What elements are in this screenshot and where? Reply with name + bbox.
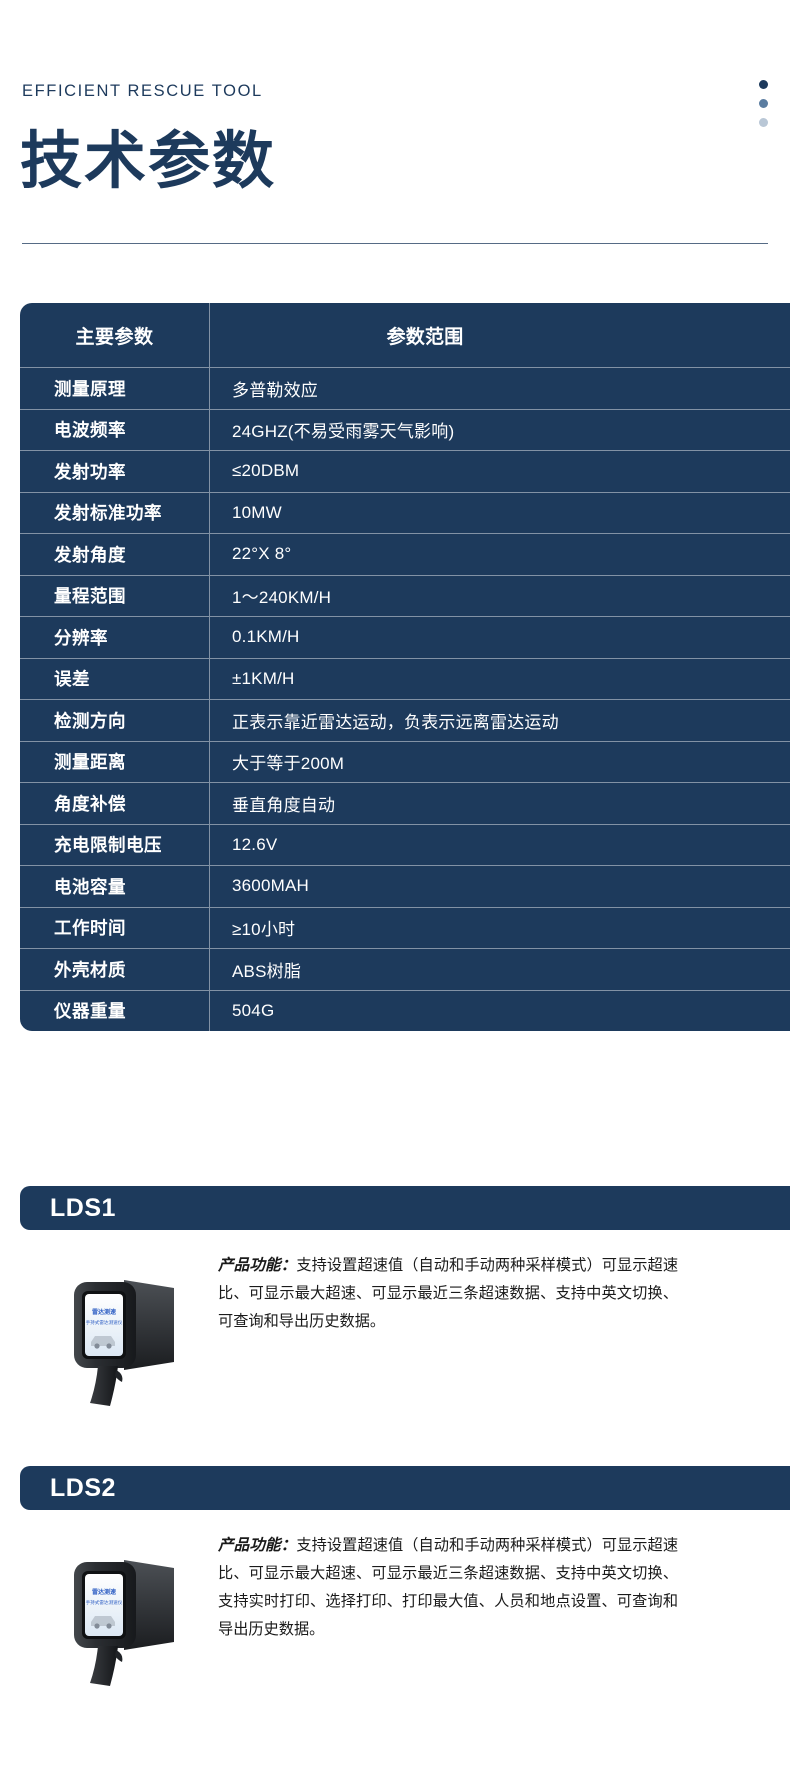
device-screen-line1-lds1: 雷达测速 — [92, 1308, 116, 1316]
table-row: 发射功率 ≤20DBM — [20, 450, 790, 492]
table-row: 误差 ±1KM/H — [20, 657, 790, 699]
spec-key: 仪器重量 — [20, 990, 210, 1031]
product-name-lds1: LDS1 — [50, 1193, 116, 1222]
spec-key: 测量原理 — [20, 368, 210, 409]
desc-text-lds2: 支持设置超速值（自动和手动两种采样模式）可显示超速比、可显示最大超速、可显示最近… — [218, 1537, 679, 1638]
table-row: 工作时间 ≥10小时 — [20, 906, 790, 948]
table-row: 测量距离 大于等于200M — [20, 740, 790, 782]
decorative-dots — [759, 80, 768, 127]
spec-value: 1～240KM/H — [232, 588, 332, 608]
table-row: 电池容量 3600MAH — [20, 865, 790, 907]
spec-value: 10MW — [232, 502, 282, 522]
dot-indicator-3 — [759, 118, 768, 127]
spec-value: 0.1KM/H — [232, 627, 300, 647]
header-divider — [22, 243, 768, 244]
spec-key: 电池容量 — [20, 866, 210, 907]
page-eyebrow: EFFICIENT RESCUE TOOL — [22, 82, 263, 100]
table-row: 测量原理 多普勒效应 — [20, 367, 790, 409]
spec-value: 24GHZ(不易受雨雾天气影响) — [232, 422, 455, 442]
table-row: 外壳材质 ABS树脂 — [20, 948, 790, 990]
spec-value: 大于等于200M — [232, 754, 345, 774]
spec-key: 电波频率 — [20, 409, 210, 450]
spec-value: 22°X 8° — [232, 544, 292, 564]
spec-key: 角度补偿 — [20, 783, 210, 824]
table-row: 发射角度 22°X 8° — [20, 533, 790, 575]
spec-value: 垂直角度自动 — [232, 795, 336, 815]
spec-value: 504G — [232, 1000, 275, 1020]
product-banner-lds2: LDS2 — [20, 1466, 790, 1510]
radar-gun-image-lds1: 雷达测速 手持式雷达测速仪 — [52, 1258, 202, 1408]
table-row: 分辨率 0.1KM/H — [20, 616, 790, 658]
spec-key: 检测方向 — [20, 700, 210, 741]
spec-value: ±1KM/H — [232, 668, 295, 688]
spec-key: 发射功率 — [20, 451, 210, 492]
specification-table: 主要参数 参数范围 测量原理 多普勒效应电波频率 24GHZ(不易受雨雾天气影响) 发… — [20, 303, 790, 1031]
desc-label-lds2: 产品功能： — [218, 1537, 297, 1554]
page-title: 技术参数 — [20, 127, 277, 196]
device-screen-line1-lds2: 雷达测速 — [92, 1588, 116, 1596]
desc-label-lds1: 产品功能： — [218, 1257, 297, 1274]
page-header: EFFICIENT RESCUE TOOL 技术参数 — [0, 0, 790, 250]
spec-value: 正表示靠近雷达运动，负表示远离雷达运动 — [232, 712, 559, 732]
spec-key: 分辨率 — [20, 617, 210, 658]
spec-key: 工作时间 — [20, 907, 210, 948]
spec-key: 测量距离 — [20, 741, 210, 782]
product-description-lds2: 产品功能：支持设置超速值（自动和手动两种采样模式）可显示超速比、可显示最大超速、… — [218, 1532, 678, 1643]
spec-value: 12.6V — [232, 834, 278, 854]
radar-gun-image-lds2: 雷达测速 手持式雷达测速仪 — [52, 1538, 202, 1688]
table-row: 检测方向 正表示靠近雷达运动，负表示远离雷达运动 — [20, 699, 790, 741]
table-row: 量程范围 1～240KM/H — [20, 574, 790, 616]
device-screen-line2-lds1: 手持式雷达测速仪 — [86, 1319, 123, 1326]
product-section-lds2: 雷达测速 手持式雷达测速仪 产品功能：支持设置超速值（自动和手动两种采样模式）可… — [0, 1532, 790, 1732]
spec-key: 误差 — [20, 658, 210, 699]
table-header-row: 主要参数 参数范围 — [20, 303, 790, 367]
spec-key: 充电限制电压 — [20, 824, 210, 865]
spec-key: 量程范围 — [20, 575, 210, 616]
table-row: 角度补偿 垂直角度自动 — [20, 782, 790, 824]
spec-key: 发射标准功率 — [20, 492, 210, 533]
column-header-range: 参数范围 — [386, 326, 464, 348]
spec-value: 3600MAH — [232, 876, 309, 896]
spec-value: ≥10小时 — [232, 920, 296, 940]
spec-value: 多普勒效应 — [232, 380, 318, 400]
table-row: 电波频率 24GHZ(不易受雨雾天气影响) — [20, 408, 790, 450]
spec-key: 外壳材质 — [20, 949, 210, 990]
desc-text-lds1: 支持设置超速值（自动和手动两种采样模式）可显示超速比、可显示最大超速、可显示最近… — [218, 1257, 679, 1331]
device-screen-line2-lds2: 手持式雷达测速仪 — [86, 1599, 123, 1606]
table-row: 发射标准功率 10MW — [20, 491, 790, 533]
table-row: 充电限制电压 12.6V — [20, 823, 790, 865]
spec-value: ≤20DBM — [232, 461, 300, 481]
dot-indicator-1 — [759, 80, 768, 89]
table-row: 仪器重量 504G — [20, 989, 790, 1031]
product-description-lds1: 产品功能：支持设置超速值（自动和手动两种采样模式）可显示超速比、可显示最大超速、… — [218, 1252, 678, 1336]
spec-value: ABS树脂 — [232, 961, 302, 981]
product-name-lds2: LDS2 — [50, 1473, 116, 1502]
product-banner-lds1: LDS1 — [20, 1186, 790, 1230]
product-section-lds1: 雷达测速 手持式雷达测速仪 产品功能：支持设置超速值（自动和手动两种采样模式）可… — [0, 1252, 790, 1422]
column-header-parameter: 主要参数 — [20, 303, 210, 367]
spec-key: 发射角度 — [20, 534, 210, 575]
dot-indicator-2 — [759, 99, 768, 108]
